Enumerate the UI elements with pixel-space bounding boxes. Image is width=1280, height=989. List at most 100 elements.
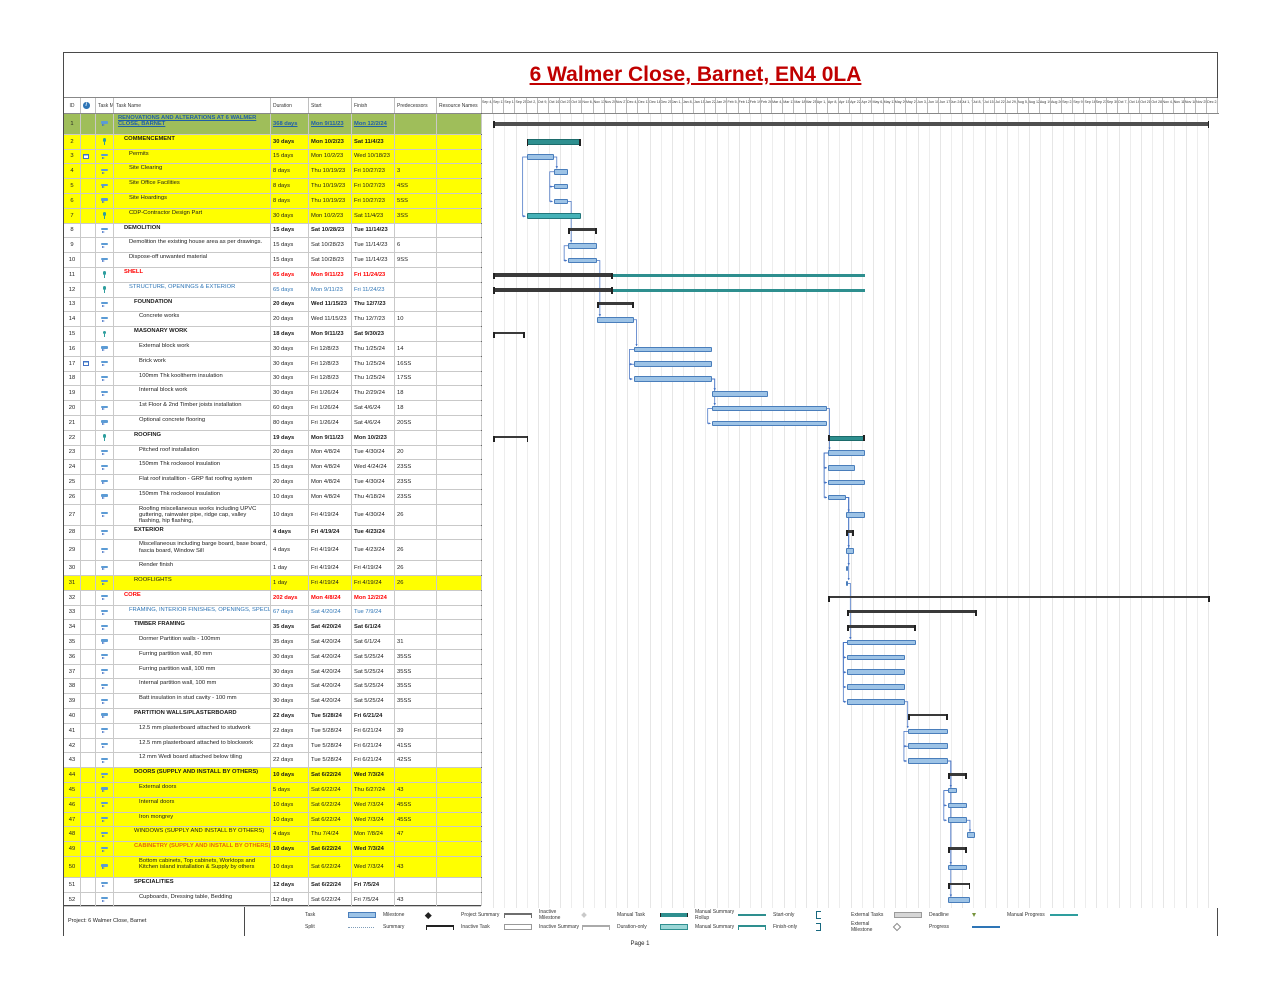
table-row[interactable]: 6 Site Hoardings 8 days Thu 10/19/23 Fri 10/… — [64, 193, 482, 209]
resource-names-cell[interactable] — [437, 561, 482, 575]
predecessors-cell[interactable] — [395, 842, 437, 857]
duration-cell[interactable]: 65 days — [271, 267, 309, 282]
predecessors-cell[interactable]: 43 — [395, 783, 437, 797]
finish-date-cell[interactable]: Wed 4/24/24 — [352, 460, 395, 475]
summary-bar[interactable] — [947, 773, 967, 776]
table-row[interactable]: 12 STRUCTURE, OPENINGS & EXTERIOR 65 days M… — [64, 282, 482, 298]
start-date-cell[interactable]: Mon 9/11/23 — [309, 327, 352, 341]
start-date-cell[interactable]: Fri 4/19/24 — [309, 575, 352, 590]
finish-date-cell[interactable]: Fri 10/27/23 — [352, 179, 395, 193]
predecessors-cell[interactable]: 3SS — [395, 208, 437, 223]
task-bar[interactable] — [907, 758, 948, 764]
finish-date-cell[interactable]: Thu 1/25/24 — [352, 371, 395, 386]
table-row[interactable]: 19 Internal block work 30 days Fri 1/26/24 T… — [64, 386, 482, 402]
finish-date-cell[interactable]: Thu 2/29/24 — [352, 386, 395, 401]
task-name-cell[interactable]: RENOVATIONS AND ALTERATIONS AT 6 WALMER … — [114, 114, 271, 134]
start-date-cell[interactable]: Sat 10/28/23 — [309, 223, 352, 238]
finish-date-cell[interactable]: Sat 6/1/24 — [352, 635, 395, 649]
duration-cell[interactable]: 10 days — [271, 768, 309, 783]
resource-names-cell[interactable] — [437, 827, 482, 842]
table-row[interactable]: 17 Brick work 30 days Fri 12/8/23 Thu 1/25/2… — [64, 356, 482, 372]
table-row[interactable]: 41 12.5 mm plasterboard attached to studw… — [64, 723, 482, 739]
finish-date-cell[interactable]: Fri 7/5/24 — [352, 892, 395, 907]
finish-date-cell[interactable]: Wed 10/18/23 — [352, 149, 395, 164]
start-date-cell[interactable]: Mon 10/2/23 — [309, 208, 352, 223]
resource-names-cell[interactable] — [437, 709, 482, 723]
predecessors-cell[interactable]: 35SS — [395, 649, 437, 664]
table-row[interactable]: 45 External doors 5 days Sat 6/22/24 Thu 6/2… — [64, 783, 482, 798]
duration-cell[interactable]: 30 days — [271, 694, 309, 709]
duration-cell[interactable]: 22 days — [271, 709, 309, 723]
predecessors-cell[interactable] — [395, 605, 437, 620]
task-bar[interactable] — [633, 376, 712, 382]
summary-overlay-bar[interactable] — [493, 287, 613, 292]
resource-names-cell[interactable] — [437, 605, 482, 620]
task-name-cell[interactable]: Dormer Partition walls - 100mm — [114, 635, 271, 649]
duration-cell[interactable]: 60 days — [271, 401, 309, 415]
task-name-cell[interactable]: Roofing miscellaneous works including UP… — [114, 504, 271, 525]
table-row[interactable]: 24 150mm Thk rockwool insulation 15 days Mo… — [64, 460, 482, 476]
resource-names-cell[interactable] — [437, 620, 482, 635]
duration-cell[interactable]: 15 days — [271, 253, 309, 267]
summary-bar[interactable] — [828, 595, 1210, 598]
summary-bar[interactable] — [493, 332, 526, 335]
task-name-cell[interactable]: EXTERIOR — [114, 525, 271, 540]
task-bar[interactable] — [847, 654, 905, 661]
finish-date-cell[interactable]: Sat 4/6/24 — [352, 415, 395, 430]
task-name-cell[interactable]: Permits — [114, 149, 271, 164]
table-row[interactable]: 8 DEMOLITION 15 days Sat 10/28/23 Tue 11/14/… — [64, 223, 482, 239]
task-bar[interactable] — [907, 728, 948, 735]
task-name-cell[interactable]: 12.5 mm plasterboard attached to blockwo… — [114, 738, 271, 753]
predecessors-cell[interactable] — [395, 267, 437, 282]
task-bar[interactable] — [828, 494, 846, 501]
duration-cell[interactable]: 15 days — [271, 149, 309, 164]
duration-cell[interactable]: 22 days — [271, 753, 309, 768]
table-row[interactable]: 3 Permits 15 days Mon 10/2/23 Wed 10/18/23 — [64, 149, 482, 165]
predecessors-cell[interactable]: 18 — [395, 401, 437, 415]
task-bar[interactable] — [947, 802, 967, 809]
task-name-cell[interactable]: CDP-Contractor Design Part — [114, 208, 271, 223]
resource-names-cell[interactable] — [437, 783, 482, 797]
project-summary-bar[interactable] — [493, 122, 1210, 127]
start-date-cell[interactable]: Sat 6/22/24 — [309, 797, 352, 812]
column-header[interactable]: Predecessors — [395, 98, 437, 113]
task-bar[interactable] — [828, 465, 856, 471]
task-bar[interactable] — [568, 257, 597, 264]
summary-bar[interactable] — [847, 625, 916, 628]
table-row[interactable]: 30 Render finish 1 day Fri 4/19/24 Fri 4/19/… — [64, 561, 482, 576]
column-header[interactable]: Task Name — [114, 98, 271, 113]
task-name-cell[interactable]: Miscellaneous including barge board, bas… — [114, 540, 271, 561]
finish-date-cell[interactable]: Tue 11/14/23 — [352, 253, 395, 267]
predecessors-cell[interactable]: 41SS — [395, 738, 437, 753]
column-header[interactable]: Finish — [352, 98, 395, 113]
table-row[interactable]: 40 PARTITION WALLS/PLASTERBOARD 22 days Tue… — [64, 709, 482, 724]
resource-names-cell[interactable] — [437, 797, 482, 812]
task-name-cell[interactable]: Dispose-off unwanted material — [114, 253, 271, 267]
resource-names-cell[interactable] — [437, 694, 482, 709]
predecessors-cell[interactable] — [395, 327, 437, 341]
predecessors-cell[interactable]: 20 — [395, 445, 437, 460]
predecessors-cell[interactable]: 26 — [395, 504, 437, 525]
predecessors-cell[interactable]: 9SS — [395, 253, 437, 267]
resource-names-cell[interactable] — [437, 149, 482, 164]
task-name-cell[interactable]: CORE — [114, 590, 271, 605]
finish-date-cell[interactable]: Wed 7/3/24 — [352, 812, 395, 827]
finish-date-cell[interactable]: Fri 6/21/24 — [352, 709, 395, 723]
resource-names-cell[interactable] — [437, 635, 482, 649]
manual-task-bar[interactable] — [526, 213, 581, 219]
manual-summary-bar[interactable] — [526, 139, 581, 145]
predecessors-cell[interactable]: 31 — [395, 635, 437, 649]
start-date-cell[interactable]: Sat 6/22/24 — [309, 877, 352, 892]
task-bar[interactable] — [845, 580, 848, 587]
predecessors-cell[interactable]: 4SS — [395, 179, 437, 193]
start-date-cell[interactable]: Fri 12/8/23 — [309, 356, 352, 371]
table-row[interactable]: 52 Cupboards, Dressing table, Bedding 12 d… — [64, 892, 482, 908]
table-row[interactable]: 28 EXTERIOR 4 days Fri 4/19/24 Tue 4/23/24 — [64, 525, 482, 541]
finish-date-cell[interactable]: Fri 4/19/24 — [352, 561, 395, 575]
start-date-cell[interactable]: Tue 5/28/24 — [309, 753, 352, 768]
duration-cell[interactable]: 202 days — [271, 590, 309, 605]
finish-date-cell[interactable]: Wed 7/3/24 — [352, 797, 395, 812]
finish-date-cell[interactable]: Sat 5/25/24 — [352, 649, 395, 664]
predecessors-cell[interactable] — [395, 709, 437, 723]
task-name-cell[interactable]: Site Hoardings — [114, 193, 271, 208]
